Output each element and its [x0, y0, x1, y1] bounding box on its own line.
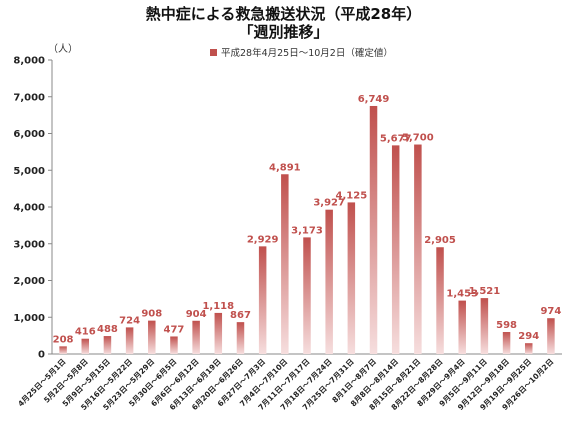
bar [214, 312, 223, 354]
bar [59, 346, 67, 354]
bar [414, 144, 422, 354]
y-tick-label: 3,000 [13, 239, 45, 250]
bar [103, 336, 112, 354]
data-label: 477 [164, 324, 185, 335]
data-label: 904 [186, 309, 207, 320]
y-tick-label: 1,000 [13, 313, 45, 324]
y-axis-unit: （人） [48, 44, 78, 55]
bar [281, 174, 289, 354]
data-label: 5,700 [402, 133, 434, 144]
bar [148, 320, 156, 354]
data-label: 2,905 [424, 235, 456, 246]
data-label: 724 [119, 315, 140, 326]
data-label: 908 [141, 309, 162, 320]
bar [391, 145, 400, 354]
legend: 平成28年4月25日～10月2日（確定値） [210, 45, 393, 59]
data-label: 974 [540, 306, 561, 317]
y-tick-label: 6,000 [13, 129, 45, 140]
chart-subtitle: 「週別推移」 [238, 23, 329, 41]
bar [502, 332, 511, 354]
bar [125, 327, 134, 354]
y-tick-label: 4,000 [13, 203, 45, 214]
bar [303, 237, 311, 354]
bar [458, 300, 466, 354]
chart-title: 熱中症による救急搬送状況（平成28年） [145, 5, 422, 23]
bar [170, 336, 178, 354]
data-label: 1,118 [202, 301, 234, 312]
bar [81, 338, 90, 354]
data-label: 6,749 [358, 94, 390, 105]
bar [547, 318, 555, 354]
bar [436, 247, 444, 354]
bar [480, 298, 489, 354]
data-label: 3,173 [291, 225, 323, 236]
y-tick-label: 0 [38, 350, 45, 361]
data-label: 1,453 [446, 289, 478, 300]
data-label: 2,929 [247, 234, 279, 245]
data-label: 4,125 [336, 190, 368, 201]
legend-label: 平成28年4月25日～10月2日（確定値） [221, 48, 393, 59]
bar [325, 209, 333, 354]
data-label: 416 [75, 327, 96, 338]
data-label: 867 [230, 310, 251, 321]
y-tick-label: 5,000 [13, 166, 45, 177]
bar [347, 202, 356, 354]
bar [524, 343, 533, 354]
y-tick-label: 8,000 [13, 56, 45, 67]
y-tick-label: 2,000 [13, 276, 45, 287]
bar [369, 105, 378, 355]
data-label: 488 [97, 324, 118, 335]
data-label: 1,521 [469, 286, 501, 297]
bar [192, 320, 200, 354]
data-label: 208 [53, 334, 74, 345]
data-label: 294 [518, 331, 539, 342]
legend-swatch [210, 48, 217, 56]
bar [258, 246, 267, 354]
bar [236, 322, 245, 354]
data-label: 3,927 [313, 198, 345, 209]
y-tick-label: 7,000 [13, 92, 45, 103]
data-label: 4,891 [269, 162, 301, 173]
data-label: 5,677 [380, 133, 412, 144]
data-label: 598 [496, 320, 517, 331]
